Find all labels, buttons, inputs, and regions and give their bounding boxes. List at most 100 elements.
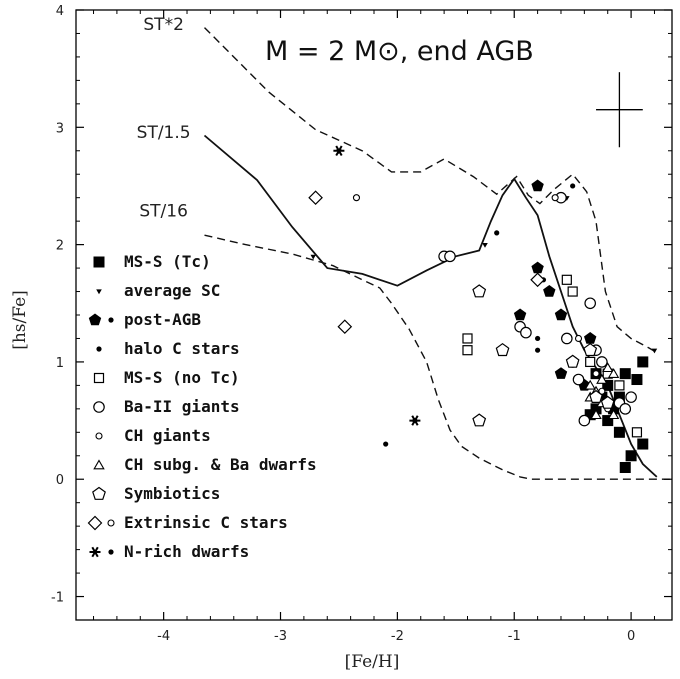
data-point [602, 379, 614, 391]
data-point [584, 409, 596, 421]
data-point [572, 373, 585, 386]
y-tick-label: 3 [56, 121, 64, 136]
data-point [565, 354, 580, 368]
legend-label: CH giants [124, 426, 211, 445]
data-point [554, 367, 568, 379]
x-tick-label: -2 [391, 629, 404, 644]
model-curve [204, 27, 658, 354]
data-point [590, 409, 602, 420]
data-point [383, 441, 389, 447]
data-point [543, 285, 556, 297]
data-point [570, 183, 576, 189]
x-tick-label: -1 [508, 629, 521, 644]
data-point [637, 356, 649, 368]
legend-marker [88, 313, 102, 326]
data-point [554, 308, 568, 321]
data-point [584, 297, 596, 310]
data-point [472, 413, 487, 427]
data-point [482, 243, 488, 248]
legend-marker [92, 486, 106, 500]
curve-label: ST/16 [139, 201, 188, 221]
model-curve [204, 234, 672, 480]
data-point [535, 347, 541, 353]
data-point [513, 308, 527, 321]
legend-marker [107, 519, 115, 527]
data-point [625, 391, 637, 403]
data-point [584, 332, 597, 344]
y-tick-label: 4 [56, 4, 64, 19]
legend: MS-S (Tc) average SC post-AGB halo C stars M… [87, 252, 317, 561]
data-points [308, 145, 658, 473]
legend-marker [95, 432, 103, 440]
y-tick-label: 2 [56, 239, 64, 254]
data-point [596, 373, 608, 384]
data-point [614, 380, 625, 391]
legend-label: Symbiotics [124, 484, 220, 503]
data-point [583, 342, 598, 357]
legend-label: MS-S (no Tc) [124, 368, 240, 387]
data-point [333, 145, 345, 157]
legend-marker [96, 289, 102, 295]
curve-label: ST*2 [143, 15, 184, 35]
data-point [567, 286, 578, 297]
data-point [409, 415, 421, 426]
data-point [607, 409, 620, 420]
data-point [352, 194, 361, 202]
data-point [592, 370, 600, 378]
legend-marker [93, 401, 105, 413]
data-point [337, 319, 353, 335]
data-point [619, 462, 631, 473]
x-axis-label: [Fe/H] [345, 652, 400, 672]
data-point [619, 368, 631, 380]
y-tick-label: 0 [56, 473, 64, 488]
legend-label: Extrinsic C stars [124, 513, 288, 532]
data-point [551, 194, 559, 202]
data-point [472, 284, 487, 298]
data-point [530, 272, 545, 288]
data-point [651, 348, 658, 354]
legend-label: N-rich dwarfs [124, 542, 249, 561]
model-curves [203, 27, 672, 480]
data-point [578, 414, 591, 427]
data-point [574, 334, 583, 343]
data-point [637, 438, 649, 450]
data-point [585, 356, 596, 368]
legend-marker [96, 346, 102, 352]
legend-marker [93, 256, 105, 268]
axis-ticks: -4 -3 -2 -1 0 -1 0 1 2 3 4 [51, 4, 672, 644]
data-point [602, 362, 614, 373]
y-tick-label: -1 [51, 591, 64, 606]
data-point [531, 261, 544, 274]
data-point [520, 326, 532, 339]
data-point [596, 356, 608, 368]
legend-marker [87, 515, 103, 531]
curve-labels: ST*2 ST/1.5 ST/16 [137, 15, 191, 222]
data-point [495, 342, 510, 357]
data-point [607, 368, 620, 378]
data-point [561, 332, 573, 345]
y-tick-label: 1 [56, 356, 64, 371]
legend-label: post-AGB [124, 310, 201, 329]
data-point [444, 250, 456, 263]
data-point [462, 333, 473, 344]
error-bar [596, 72, 643, 148]
x-tick-label: -4 [157, 629, 170, 644]
data-point [590, 403, 602, 415]
curve-label: ST/1.5 [137, 123, 191, 143]
legend-marker [108, 549, 114, 555]
data-point [531, 179, 544, 192]
legend-marker [93, 372, 105, 384]
legend-marker [108, 317, 114, 323]
legend-label: MS-S (Tc) [124, 252, 211, 271]
data-point [584, 379, 596, 390]
data-point [613, 426, 625, 438]
data-point [625, 450, 637, 462]
data-point [600, 395, 615, 409]
legend-label: halo C stars [124, 339, 240, 358]
y-axis-label: [hs/Fe] [10, 290, 30, 350]
legend-label: average SC [124, 281, 220, 300]
data-point [602, 415, 614, 427]
data-point [308, 190, 323, 206]
data-point [535, 335, 541, 342]
